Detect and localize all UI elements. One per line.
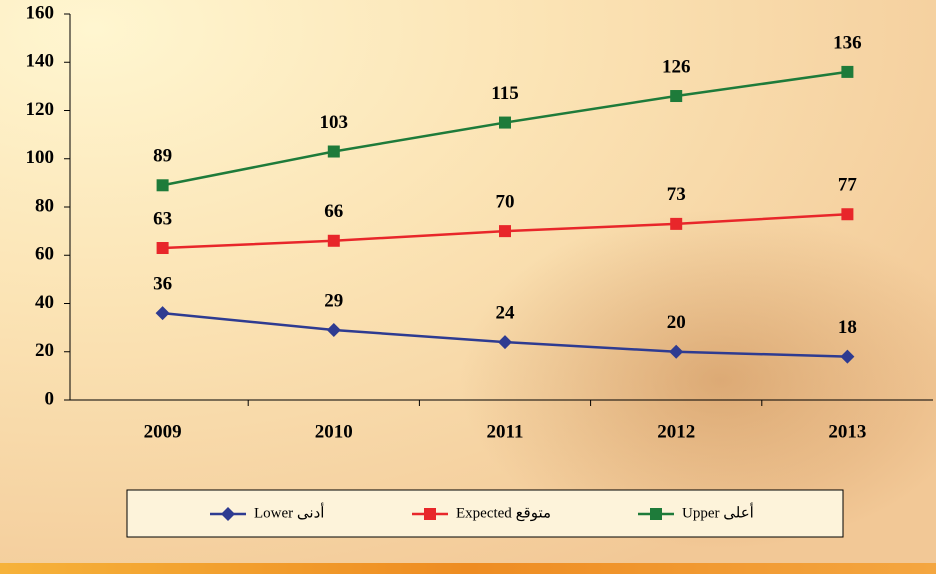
data-label: 115 bbox=[491, 83, 518, 104]
data-label: 20 bbox=[667, 312, 686, 333]
x-tick-label: 2012 bbox=[657, 421, 695, 442]
y-tick-label: 160 bbox=[26, 2, 55, 23]
data-label: 73 bbox=[667, 184, 686, 205]
x-tick-label: 2011 bbox=[487, 421, 524, 442]
data-label: 24 bbox=[496, 302, 516, 323]
background-image bbox=[460, 210, 936, 550]
y-tick-label: 40 bbox=[35, 292, 54, 313]
data-label: 36 bbox=[153, 274, 172, 295]
data-label: 89 bbox=[153, 146, 172, 167]
point bbox=[669, 344, 684, 359]
y-tick-label: 20 bbox=[35, 340, 54, 361]
point bbox=[841, 65, 854, 78]
legend-label: Expected متوقع bbox=[456, 505, 551, 521]
data-label: 77 bbox=[838, 175, 858, 196]
point bbox=[670, 90, 683, 103]
y-tick-label: 80 bbox=[35, 195, 54, 216]
y-tick-label: 0 bbox=[45, 388, 55, 409]
point bbox=[326, 323, 341, 338]
legend-marker bbox=[221, 507, 235, 521]
data-label: 136 bbox=[833, 32, 862, 53]
point bbox=[841, 208, 854, 221]
bottom-strip bbox=[0, 563, 936, 574]
data-label: 63 bbox=[153, 208, 172, 229]
legend-box bbox=[126, 489, 844, 538]
data-label: 126 bbox=[662, 56, 691, 77]
legend-marker bbox=[424, 508, 436, 520]
y-tick-label: 60 bbox=[35, 244, 54, 265]
legend-marker bbox=[650, 508, 662, 520]
x-tick-label: 2010 bbox=[315, 421, 353, 442]
data-label: 18 bbox=[838, 317, 857, 338]
data-label: 66 bbox=[324, 201, 343, 222]
point bbox=[327, 234, 340, 247]
point bbox=[155, 306, 170, 321]
point bbox=[670, 217, 683, 230]
point bbox=[499, 225, 511, 238]
point bbox=[499, 116, 511, 129]
point bbox=[156, 242, 169, 255]
point bbox=[156, 179, 169, 192]
y-tick-label: 100 bbox=[26, 147, 55, 168]
legend-label: Lower أدنى bbox=[254, 502, 324, 521]
point bbox=[327, 145, 340, 158]
y-tick-label: 140 bbox=[26, 51, 55, 72]
y-tick-label: 120 bbox=[26, 99, 55, 120]
data-label: 70 bbox=[496, 191, 515, 212]
point bbox=[840, 349, 855, 364]
data-label: 103 bbox=[320, 112, 349, 133]
legend-label: Upper أعلى bbox=[682, 502, 754, 521]
data-label: 29 bbox=[324, 290, 343, 311]
x-tick-label: 2009 bbox=[144, 421, 182, 442]
point bbox=[498, 335, 512, 350]
x-tick-label: 2013 bbox=[828, 421, 866, 442]
